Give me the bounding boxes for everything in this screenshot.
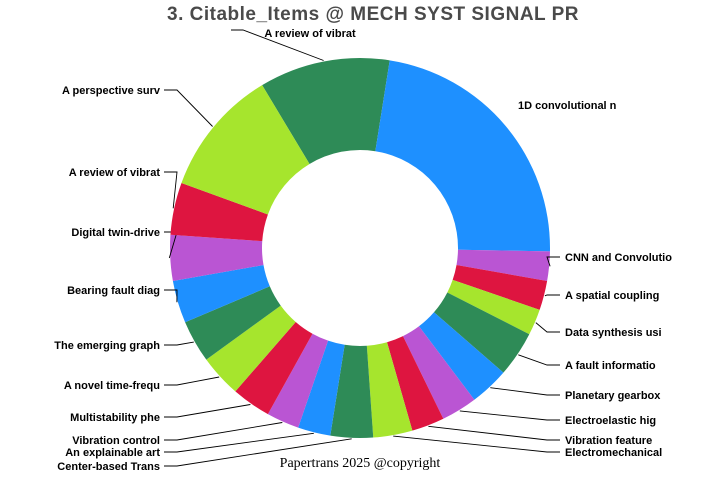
donut-slice-4 — [447, 279, 540, 335]
leader-line-15 — [164, 341, 194, 346]
donut-slice-12 — [267, 333, 329, 428]
leader-line-12 — [164, 422, 283, 441]
slice-label-12: Vibration control — [72, 435, 160, 447]
leader-line-0 — [231, 29, 324, 61]
donut-slice-2 — [456, 249, 550, 281]
leader-line-13 — [164, 404, 251, 418]
slice-label-9: Electromechanical — [565, 447, 662, 459]
donut-slice-16 — [172, 265, 270, 323]
slice-label-7: Electroelastic hig — [565, 415, 656, 427]
slice-label-19: A perspective surv — [62, 85, 161, 97]
leader-line-6 — [490, 387, 560, 396]
leader-line-14 — [164, 376, 220, 386]
donut-slice-8 — [387, 336, 444, 431]
donut-slice-0 — [262, 58, 390, 164]
leader-line-5 — [518, 354, 560, 366]
slice-label-17: Digital twin-drive — [71, 227, 160, 239]
donut-slice-6 — [418, 312, 504, 400]
slice-label-4: Data synthesis usi — [565, 327, 662, 339]
leader-line-9 — [393, 435, 560, 453]
leader-line-10 — [164, 438, 352, 467]
slice-label-13: Multistability phe — [70, 412, 160, 424]
leader-line-4 — [535, 322, 560, 333]
donut-slice-5 — [433, 292, 530, 373]
slice-label-11: An explainable art — [65, 447, 160, 459]
slice-label-10: Center-based Trans — [57, 461, 160, 473]
slice-label-8: Vibration feature — [565, 435, 652, 447]
copyright-text: Papertrans 2025 @copyright — [279, 456, 441, 471]
donut-slice-18 — [170, 183, 268, 242]
donut-slice-19 — [181, 85, 310, 215]
leader-line-2 — [546, 256, 560, 267]
donut-slice-7 — [402, 326, 475, 419]
donut-slice-10 — [330, 344, 374, 439]
leader-line-16 — [164, 289, 178, 303]
slice-label-18: A review of vibrat — [69, 167, 161, 179]
donut-slice-3 — [452, 265, 548, 310]
donut-slice-13 — [235, 321, 313, 415]
donut-slice-9 — [366, 342, 413, 438]
slice-label-5: A fault informatio — [565, 360, 656, 372]
slice-label-15: The emerging graph — [54, 340, 160, 352]
leader-line-7 — [459, 410, 560, 421]
donut-slice-1 — [375, 60, 550, 252]
leader-line-3 — [544, 294, 560, 297]
leader-line-18 — [164, 171, 178, 209]
donut-slice-15 — [185, 286, 281, 360]
slice-label-0: A review of vibrat — [264, 28, 356, 40]
slice-label-2: CNN and Convolutio — [565, 252, 672, 264]
slice-label-6: Planetary gearbox — [565, 390, 661, 402]
leader-line-11 — [164, 432, 314, 453]
donut-slice-11 — [298, 340, 345, 436]
slice-label-16: Bearing fault diag — [67, 285, 160, 297]
chart-title: 3. Citable_Items @ MECH SYST SIGNAL PR — [167, 4, 579, 25]
slice-label-3: A spatial coupling — [565, 290, 659, 302]
donut-slice-17 — [169, 234, 264, 281]
leader-line-8 — [428, 425, 560, 441]
slice-label-14: A novel time-frequ — [64, 380, 160, 392]
donut-slice-14 — [206, 305, 296, 392]
leader-line-19 — [164, 89, 213, 127]
slice-label-1: 1D convolutional n — [518, 100, 617, 112]
